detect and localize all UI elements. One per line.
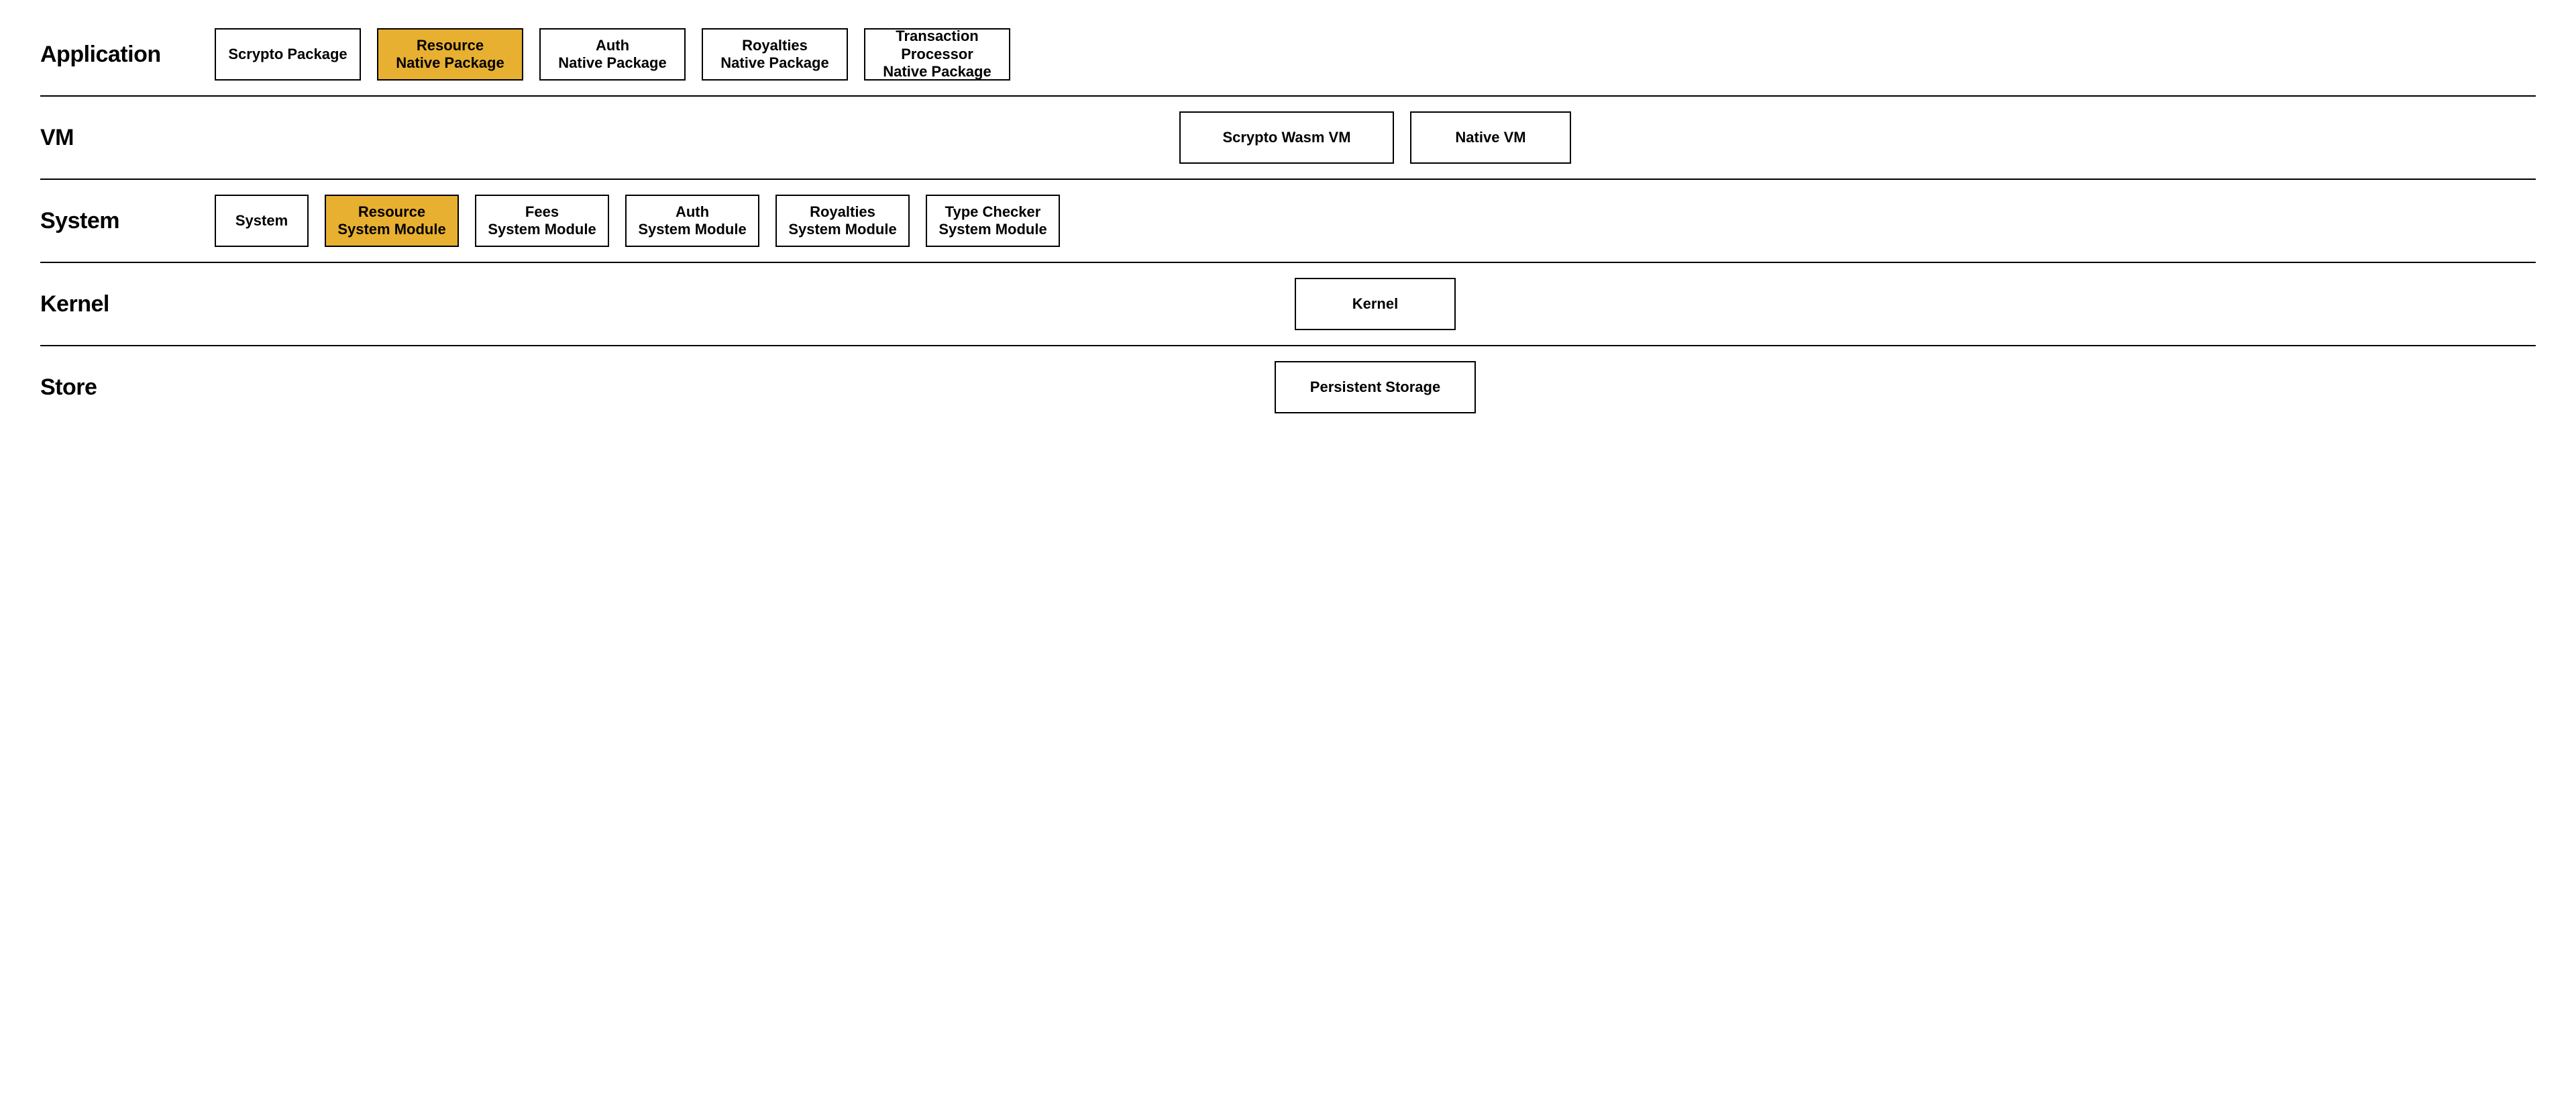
layer-box: Scrypto Package <box>215 28 361 81</box>
layer-box-text: System <box>235 212 288 230</box>
layer-box: Transaction Processor Native Package <box>864 28 1010 81</box>
layer-label: Application <box>40 42 215 68</box>
layer-box: Royalties System Module <box>775 195 910 247</box>
layer-box-text: Royalties System Module <box>788 203 896 239</box>
layer-row: VM Scrypto Wasm VM Native VM <box>40 97 2536 180</box>
layer-box-text: Persistent Storage <box>1310 378 1440 396</box>
layer-box-text: Native VM <box>1455 129 1525 146</box>
layer-box-text: Royalties Native Package <box>720 37 828 72</box>
layer-box-text: Auth Native Package <box>558 37 666 72</box>
layer-box: Auth Native Package <box>539 28 686 81</box>
layer-label: System <box>40 208 215 234</box>
layer-box-text: Scrypto Package <box>228 46 347 63</box>
layer-box: Resource System Module <box>325 195 459 247</box>
layer-label: VM <box>40 125 215 151</box>
layer-content: Kernel <box>215 278 2536 330</box>
layer-content: Scrypto Package Resource Native Package Au… <box>215 28 2536 81</box>
layer-box-text: Type Checker System Module <box>938 203 1046 239</box>
layer-box-text: Auth System Module <box>638 203 746 239</box>
layer-box: Type Checker System Module <box>926 195 1060 247</box>
layer-box: Resource Native Package <box>377 28 523 81</box>
layer-box-text: Kernel <box>1352 295 1398 313</box>
layer-box: Native VM <box>1410 111 1571 164</box>
layer-row: Application Scrypto Package Resource Nativ… <box>40 13 2536 97</box>
layer-box: Scrypto Wasm VM <box>1179 111 1394 164</box>
layer-box-text: Resource Native Package <box>396 37 504 72</box>
layer-box: Fees System Module <box>475 195 609 247</box>
architecture-diagram: Application Scrypto Package Resource Nativ… <box>0 0 2576 455</box>
layer-box-text: Scrypto Wasm VM <box>1222 129 1350 146</box>
layer-box: Persistent Storage <box>1275 361 1476 413</box>
layer-box: Auth System Module <box>625 195 759 247</box>
layer-content: Persistent Storage <box>215 361 2536 413</box>
layer-box: System <box>215 195 309 247</box>
layer-content: System Resource System Module Fees System … <box>215 195 2536 247</box>
layer-box-text: Fees System Module <box>488 203 596 239</box>
layer-label: Store <box>40 374 215 401</box>
layer-content: Scrypto Wasm VM Native VM <box>215 111 2536 164</box>
layer-box-text: Resource System Module <box>337 203 445 239</box>
layer-row: Store Persistent Storage <box>40 346 2536 428</box>
layer-box: Royalties Native Package <box>702 28 848 81</box>
layer-box: Kernel <box>1295 278 1456 330</box>
layer-row: System System Resource System Module Fees S… <box>40 180 2536 263</box>
layer-row: Kernel Kernel <box>40 263 2536 346</box>
layer-label: Kernel <box>40 291 215 317</box>
layer-box-text: Transaction Processor Native Package <box>883 28 991 81</box>
